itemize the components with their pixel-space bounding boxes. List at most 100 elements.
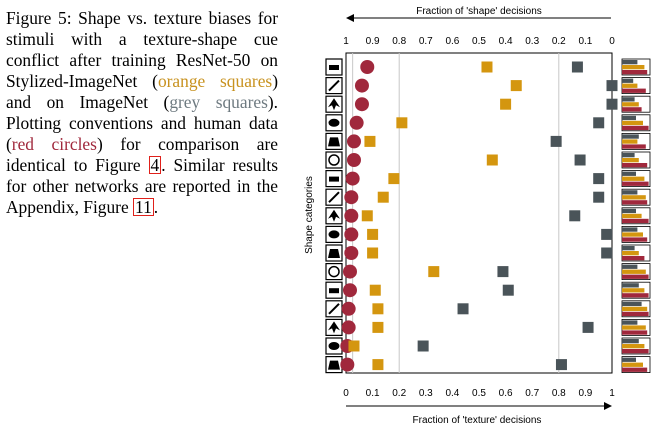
human-point [344, 190, 359, 205]
mini-bar [622, 269, 646, 274]
mini-bar [622, 251, 639, 256]
mini-bar [622, 264, 638, 269]
imagenet-point [593, 173, 605, 185]
truck2-icon [325, 281, 343, 299]
mini-bar [622, 158, 639, 163]
top-tick-label: 0.8 [392, 36, 406, 47]
caption-grey-legend: grey squares [169, 92, 268, 112]
icon-glyph [328, 321, 340, 334]
elephant-icon [325, 188, 343, 206]
top-tick-label: 0.4 [499, 36, 513, 47]
mini-bar [622, 144, 646, 149]
mini-bar [622, 344, 645, 349]
stylized-point [372, 321, 384, 333]
icon-glyph [329, 65, 339, 70]
top-tick-label: 1 [343, 36, 349, 47]
car-icon [325, 263, 343, 281]
top-axis-label: Fraction of 'shape' decisions [416, 6, 542, 17]
mini-bar [622, 195, 646, 200]
cat-icon [325, 170, 343, 188]
top-tick-label: 0.7 [419, 36, 433, 47]
bottom-axis-label: Fraction of 'texture' decisions [413, 415, 542, 426]
bottom-tick-label: 0.2 [392, 388, 406, 399]
human-point [341, 301, 356, 316]
mini-bar-panel [621, 188, 651, 206]
imagenet-point [574, 154, 586, 166]
stylized-point [377, 191, 389, 203]
icon-glyph [328, 154, 340, 166]
icon-glyph [328, 118, 340, 127]
bicycle-icon [325, 356, 343, 374]
bottom-tick-label: 0.3 [419, 388, 433, 399]
bottom-tick-label: 0 [343, 388, 349, 399]
human-point [340, 357, 355, 372]
mini-bar [622, 102, 639, 107]
human-point [341, 320, 356, 335]
dog-icon [325, 132, 343, 150]
imagenet-point [457, 303, 469, 315]
bottom-tick-label: 0.1 [366, 388, 380, 399]
imagenet-point [555, 359, 567, 371]
icon-glyph [328, 137, 340, 147]
icon-glyph [328, 265, 340, 278]
imagenet-point [582, 321, 594, 333]
stylized-point [367, 247, 379, 259]
caption-text-6: . [153, 197, 159, 217]
stylized-point [369, 284, 381, 296]
imagenet-point [571, 61, 583, 73]
clock-icon [325, 337, 343, 355]
top-tick-label: 0.5 [472, 36, 486, 47]
icon-glyph [329, 176, 339, 182]
figure-caption: Figure 5: Shape vs. texture biases for s… [6, 8, 278, 218]
bottle-icon [325, 300, 343, 318]
mini-bar [622, 274, 649, 279]
mini-bar [622, 293, 649, 298]
mini-bar [622, 88, 646, 93]
mini-bar [622, 306, 648, 312]
human-point [349, 115, 364, 130]
mini-bar-panel [621, 114, 651, 132]
mini-bar-panel [621, 95, 651, 113]
figure-ref-link[interactable]: 4 [148, 155, 162, 175]
imagenet-point [569, 210, 581, 222]
mini-bar [622, 181, 649, 186]
stylized-point [481, 61, 493, 73]
stylized-point [486, 154, 498, 166]
top-tick-label: 0.1 [578, 36, 592, 47]
mini-bar [622, 339, 639, 344]
y-axis-label: Shape categories [304, 176, 315, 254]
stylized-point [396, 117, 408, 129]
keyboard-icon [325, 58, 343, 76]
bear-icon [325, 114, 343, 132]
mini-bar [622, 134, 639, 139]
human-point [354, 78, 369, 93]
mini-bar [622, 120, 643, 126]
human-point [344, 246, 359, 260]
appendix-figure-ref-link[interactable]: 11 [133, 197, 154, 217]
caption-text-4: ) for comparison are identical to Figure [6, 134, 279, 175]
mini-bar [622, 65, 645, 70]
mini-bar [622, 237, 648, 242]
stylized-point [364, 135, 376, 147]
bottom-tick-label: 0.8 [552, 388, 566, 399]
top-tick-label: 0.3 [525, 36, 539, 47]
mini-bar-panel [621, 151, 651, 169]
mini-bar [622, 256, 645, 261]
caption-label: Figure 5: [6, 8, 72, 28]
mini-bar [622, 213, 642, 219]
mini-bar-panel [621, 281, 651, 299]
mini-bar-panel [621, 132, 651, 150]
icon-glyph [328, 98, 340, 111]
mini-bar [622, 325, 646, 330]
top-tick-label: 0.6 [445, 36, 459, 47]
mini-bar [622, 246, 635, 251]
top-tick-label: 0.2 [552, 36, 566, 47]
truck-icon [325, 151, 343, 169]
stylized-point [372, 303, 384, 315]
imagenet-point [593, 117, 605, 129]
mini-bar [622, 200, 648, 205]
airplane-icon [325, 95, 343, 113]
imagenet-point [593, 191, 605, 203]
oven-icon [325, 207, 343, 225]
mini-bar [622, 190, 638, 195]
